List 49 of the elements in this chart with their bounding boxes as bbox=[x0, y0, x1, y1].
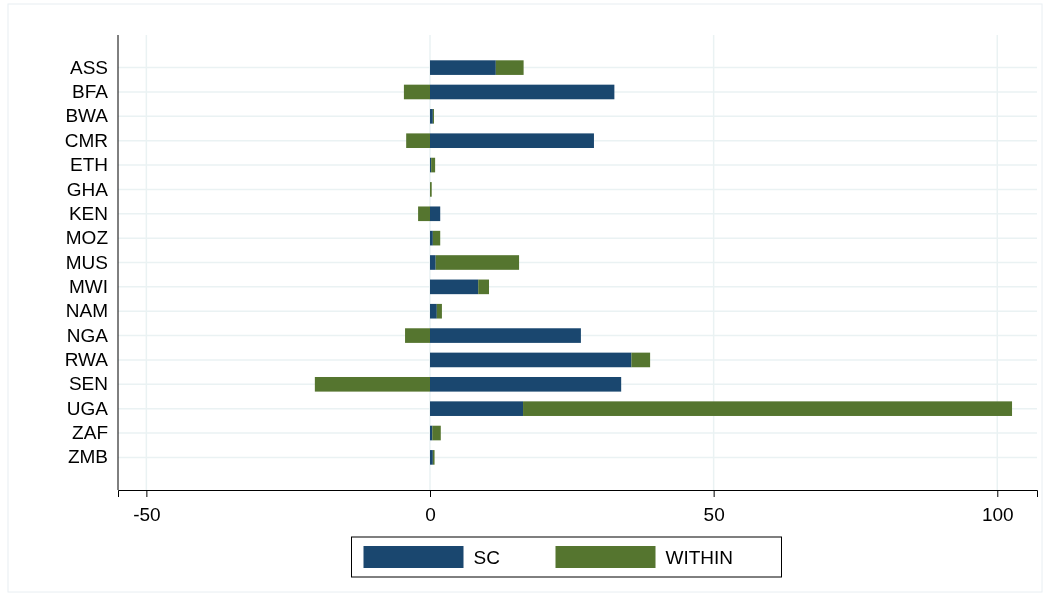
bar bbox=[430, 133, 594, 149]
y-tick-label: RWA bbox=[64, 349, 109, 371]
y-tick-label: UGA bbox=[66, 397, 109, 419]
bar bbox=[523, 401, 1013, 416]
bar bbox=[430, 328, 581, 343]
bar bbox=[435, 255, 520, 270]
y-tick-label: NGA bbox=[66, 324, 109, 346]
y-tick-label: GHA bbox=[66, 178, 109, 200]
x-tick-label: 100 bbox=[981, 503, 1014, 525]
y-tick-label: ZMB bbox=[67, 446, 108, 468]
x-tick-label: -50 bbox=[133, 503, 161, 525]
y-tick-label: MUS bbox=[65, 251, 108, 273]
bar bbox=[431, 157, 436, 173]
bar bbox=[430, 303, 437, 319]
y-tick-label: KEN bbox=[68, 202, 108, 224]
bar bbox=[430, 206, 441, 222]
bar bbox=[403, 84, 431, 100]
bar bbox=[436, 303, 442, 319]
x-tick-label: 0 bbox=[425, 503, 436, 525]
bar bbox=[418, 206, 431, 222]
y-tick-label: BFA bbox=[72, 81, 109, 103]
bar bbox=[432, 425, 441, 441]
bar bbox=[631, 352, 651, 368]
bar bbox=[495, 60, 524, 75]
bar bbox=[406, 133, 431, 149]
bar bbox=[430, 376, 622, 392]
bar bbox=[430, 401, 524, 416]
bar bbox=[432, 230, 441, 246]
bar bbox=[430, 84, 615, 100]
y-tick-label: NAM bbox=[65, 300, 108, 322]
y-tick-label: SEN bbox=[68, 373, 108, 395]
bar bbox=[314, 376, 431, 392]
y-tick-label: ZAF bbox=[72, 422, 108, 444]
y-tick-label: ASS bbox=[69, 56, 108, 78]
bar bbox=[478, 279, 489, 295]
y-tick-label: MWI bbox=[68, 275, 108, 297]
bar bbox=[430, 255, 436, 270]
bar bbox=[430, 230, 433, 246]
y-tick-label: BWA bbox=[65, 105, 109, 127]
y-tick-label: ETH bbox=[70, 154, 108, 176]
bar bbox=[405, 328, 431, 343]
bar bbox=[430, 279, 479, 295]
text: WITHIN bbox=[665, 547, 734, 568]
bar bbox=[430, 352, 632, 368]
y-tick-label: MOZ bbox=[65, 227, 109, 249]
y-tick-label: CMR bbox=[64, 129, 108, 151]
bar bbox=[430, 60, 496, 75]
x-tick-label: 50 bbox=[703, 503, 725, 525]
text: SC bbox=[473, 547, 500, 568]
